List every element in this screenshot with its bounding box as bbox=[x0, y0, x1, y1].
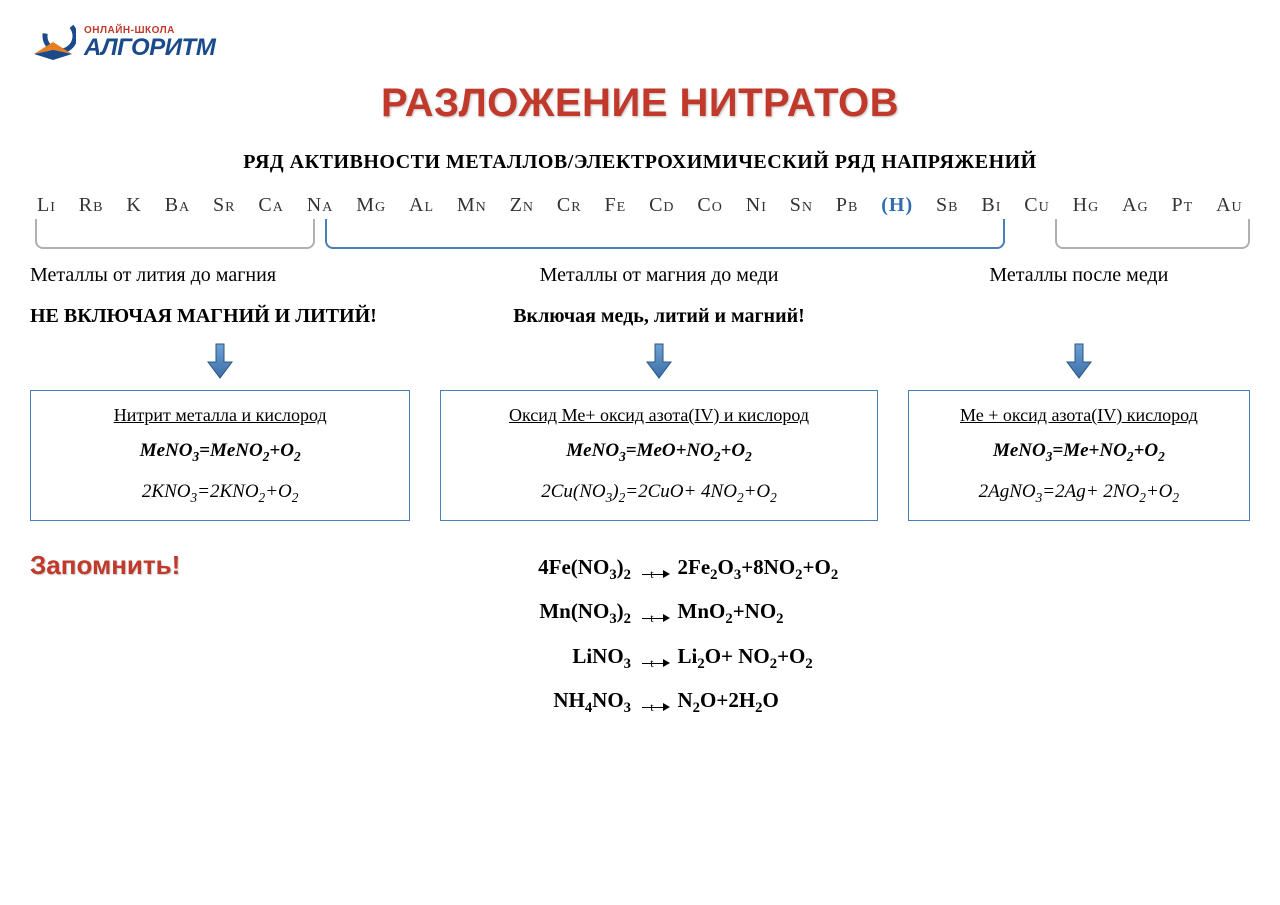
bracket-group-1 bbox=[35, 219, 315, 249]
bottom-section: Запомнить! 4Fe(NO3)2 t 2Fe2O3+8NO2+O2Mn(… bbox=[30, 546, 1250, 724]
element-symbol: Pt bbox=[1170, 194, 1196, 217]
down-arrow-icon bbox=[205, 342, 235, 380]
element-symbol: Mn bbox=[455, 194, 489, 217]
element-symbol: (H) bbox=[879, 194, 915, 217]
group-2-desc: Металлы от магния до меди bbox=[540, 264, 779, 287]
element-symbol: Al bbox=[407, 194, 436, 217]
group-columns: Металлы от лития до магния НЕ ВКЛЮЧАЯ МА… bbox=[30, 264, 1250, 521]
element-symbol: Ba bbox=[163, 194, 192, 217]
element-symbol: Na bbox=[305, 194, 336, 217]
equation-line: 4Fe(NO3)2 t 2Fe2O3+8NO2+O2 bbox=[450, 546, 838, 591]
logo-icon bbox=[30, 20, 76, 66]
group-2-box: Оксид Ме+ оксид азота(IV) и кислород MeN… bbox=[440, 390, 877, 521]
element-symbol: Bi bbox=[979, 194, 1003, 217]
element-symbol: Co bbox=[695, 194, 724, 217]
logo: ОНЛАЙН-ШКОЛА АЛГОРИТМ bbox=[30, 20, 1250, 66]
logo-text: ОНЛАЙН-ШКОЛА АЛГОРИТМ bbox=[84, 26, 215, 60]
bracket-group-2 bbox=[325, 219, 1005, 249]
group-brackets bbox=[35, 219, 1245, 264]
element-symbol: Zn bbox=[508, 194, 536, 217]
group-2-box-title: Оксид Ме+ оксид азота(IV) и кислород bbox=[451, 405, 866, 426]
equation-line: Mn(NO3)2 t MnO2+NO2 bbox=[450, 590, 838, 635]
group-3-desc: Металлы после меди bbox=[989, 264, 1168, 287]
element-symbol: Sn bbox=[788, 194, 815, 217]
group-2-general-eq: MeNO3=MeO+NO2+O2 bbox=[451, 440, 866, 465]
group-3-box: Ме + оксид азота(IV) кислород MeNO3=Me+N… bbox=[908, 390, 1250, 521]
group-1-general-eq: MeNO3=MeNO2+O2 bbox=[41, 440, 399, 465]
group-2-note: Включая медь, литий и магний! bbox=[513, 305, 805, 328]
group-1-note: НЕ ВКЛЮЧАЯ МАГНИЙ И ЛИТИЙ! bbox=[30, 305, 377, 328]
element-symbol: Mg bbox=[354, 194, 388, 217]
element-symbol: Ca bbox=[256, 194, 285, 217]
down-arrow-icon bbox=[644, 342, 674, 380]
group-1-box-title: Нитрит металла и кислород bbox=[41, 405, 399, 426]
page-title: РАЗЛОЖЕНИЕ НИТРАТОВ bbox=[30, 81, 1250, 126]
element-symbol: Sr bbox=[211, 194, 237, 217]
element-symbol: Li bbox=[35, 194, 58, 217]
element-symbol: K bbox=[124, 194, 143, 217]
group-3-example-eq: 2AgNO3=2Ag+ 2NO2+O2 bbox=[919, 481, 1239, 506]
equation-line: NH4NO3 t N2O+2H2O bbox=[450, 679, 838, 724]
element-symbol: Hg bbox=[1071, 194, 1102, 217]
logo-bottom-text: АЛГОРИТМ bbox=[84, 36, 215, 60]
remember-label: Запомнить! bbox=[30, 546, 450, 724]
equation-line: LiNO3 t Li2O+ NO2+O2 bbox=[450, 635, 838, 680]
element-symbol: Fe bbox=[602, 194, 628, 217]
bracket-group-3 bbox=[1055, 219, 1250, 249]
element-symbol: Rb bbox=[77, 194, 106, 217]
group-1-desc: Металлы от лития до магния bbox=[30, 264, 276, 287]
group-1-box: Нитрит металла и кислород MeNO3=MeNO2+O2… bbox=[30, 390, 410, 521]
element-symbol: Ag bbox=[1120, 194, 1151, 217]
element-symbol: Cu bbox=[1022, 194, 1051, 217]
group-2-example-eq: 2Cu(NO3)2=2CuO+ 4NO2+O2 bbox=[451, 481, 866, 506]
group-3: Металлы после меди · Ме + оксид азота(IV… bbox=[908, 264, 1250, 521]
down-arrow-icon bbox=[1064, 342, 1094, 380]
extra-equations: 4Fe(NO3)2 t 2Fe2O3+8NO2+O2Mn(NO3)2 t MnO… bbox=[450, 546, 838, 724]
group-2: Металлы от магния до меди Включая медь, … bbox=[440, 264, 877, 521]
element-symbol: Cd bbox=[647, 194, 676, 217]
element-symbol: Pb bbox=[834, 194, 860, 217]
element-symbol: Ni bbox=[744, 194, 769, 217]
element-symbol: Sb bbox=[934, 194, 960, 217]
element-symbol: Cr bbox=[555, 194, 584, 217]
group-3-box-title: Ме + оксид азота(IV) кислород bbox=[919, 405, 1239, 426]
element-symbol: Au bbox=[1214, 194, 1245, 217]
group-1-example-eq: 2KNO3=2KNO2+O2 bbox=[41, 481, 399, 506]
subtitle: РЯД АКТИВНОСТИ МЕТАЛЛОВ/ЭЛЕКТРОХИМИЧЕСКИ… bbox=[30, 151, 1250, 174]
group-3-general-eq: MeNO3=Me+NO2+O2 bbox=[919, 440, 1239, 465]
group-1: Металлы от лития до магния НЕ ВКЛЮЧАЯ МА… bbox=[30, 264, 410, 521]
activity-series: Li Rb K Ba Sr Ca Na Mg Al Mn Zn Cr Fe Cd Co Ni Sn Pb (H) Sb… bbox=[35, 194, 1245, 217]
